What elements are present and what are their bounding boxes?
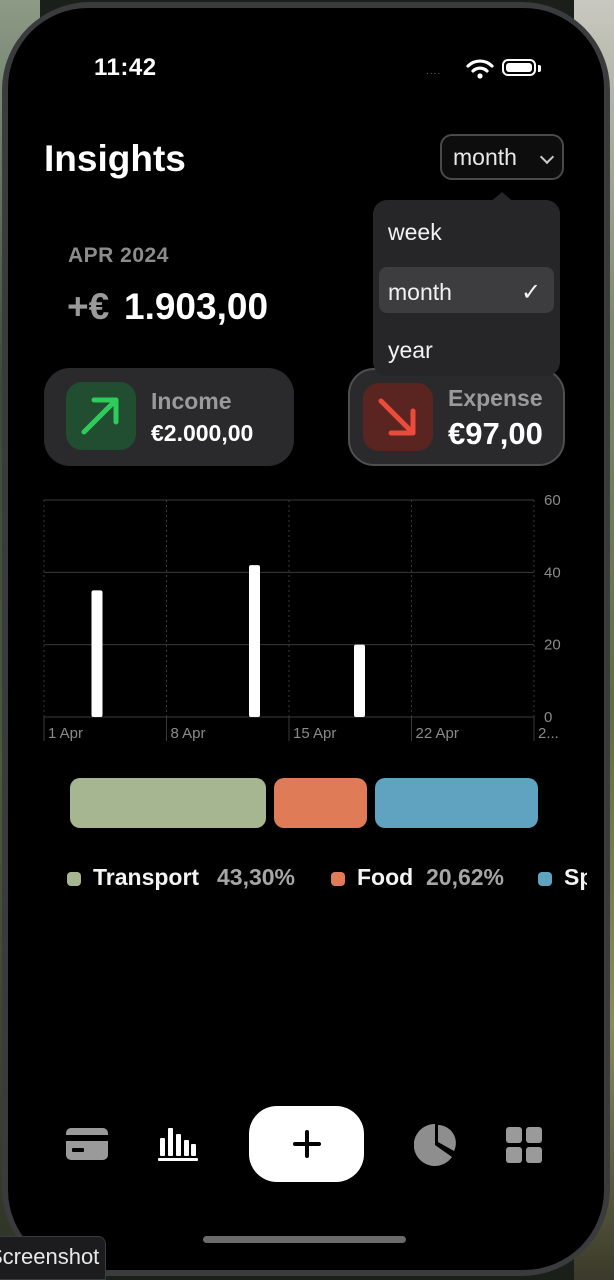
legend-dot	[331, 872, 345, 886]
expense-label: Expense	[448, 385, 543, 411]
chevron-down-icon	[539, 149, 555, 165]
menu-item-year[interactable]: year	[388, 337, 433, 363]
signal-indicator: ....	[426, 66, 442, 77]
arrow-down-right-icon	[378, 398, 416, 436]
status-icons: ....	[426, 58, 546, 80]
legend-label: Transport	[93, 864, 200, 890]
menu-item-month[interactable]: month	[388, 279, 452, 305]
expense-icon	[363, 383, 433, 451]
bar-chart-icon[interactable]	[158, 1126, 198, 1162]
split-segment[interactable]	[273, 778, 367, 828]
y-tick-label: 20	[544, 637, 561, 654]
income-card[interactable]: Income €2.000,00	[44, 368, 294, 466]
net-prefix: +€	[67, 286, 110, 327]
income-amount: €2.000,00	[151, 420, 254, 446]
chart-bar	[354, 644, 365, 717]
chart-bar	[249, 565, 260, 717]
add-button[interactable]	[249, 1106, 364, 1182]
add-icon-v	[305, 1130, 309, 1158]
status-time: 11:42	[94, 54, 157, 81]
menu-item-selected-highlight[interactable]	[379, 267, 554, 313]
card-icon[interactable]	[66, 1128, 108, 1160]
home-indicator	[203, 1236, 406, 1243]
income-label: Income	[151, 388, 232, 414]
y-tick-label: 60	[544, 492, 561, 509]
legend-dot	[538, 872, 552, 886]
x-tick-label: 1 Apr	[48, 725, 83, 742]
period-label: APR 2024	[68, 244, 169, 267]
split-segment[interactable]	[70, 778, 266, 828]
expense-amount: €97,00	[448, 416, 543, 451]
expense-card[interactable]: Expense €97,00	[348, 368, 565, 466]
y-tick-label: 0	[544, 709, 552, 726]
income-icon	[66, 382, 136, 450]
split-segment[interactable]	[374, 778, 538, 828]
period-select[interactable]: month	[440, 134, 564, 180]
page-title: Insights	[44, 138, 186, 179]
wifi-icon	[466, 59, 494, 79]
y-tick-label: 40	[544, 564, 561, 581]
x-tick-label: 22 Apr	[416, 725, 459, 742]
grid-icon[interactable]	[506, 1127, 542, 1163]
x-tick-label: 15 Apr	[293, 725, 336, 742]
net-balance: 1.903,00	[124, 286, 269, 327]
menu-item-week[interactable]: week	[388, 219, 442, 245]
category-legend: Transport 43,30% Food 20,62% Sp	[0, 864, 587, 894]
x-tick-label: 2...	[538, 725, 559, 742]
period-menu: week month ✓ year	[373, 200, 560, 376]
period-select-value: month	[453, 144, 517, 170]
battery-tip	[538, 65, 541, 72]
chart-bar	[91, 590, 103, 717]
legend-percent: 43,30%	[217, 864, 296, 890]
battery-icon	[502, 59, 536, 76]
x-tick-label: 8 Apr	[171, 725, 206, 742]
legend-label: Food	[357, 864, 414, 890]
checkmark-icon: ✓	[521, 279, 542, 306]
expense-bar-chart: 0 20 40 60 1 Apr 8 Apr 15 Apr 22 Apr 2...	[43, 492, 561, 742]
screenshot-tag: Screenshot	[0, 1236, 106, 1280]
pie-chart-icon[interactable]	[414, 1124, 456, 1166]
legend-percent: 20,62%	[426, 864, 505, 890]
legend-label: Sp	[564, 864, 587, 890]
arrow-up-right-icon	[81, 397, 119, 435]
legend-dot	[67, 872, 81, 886]
